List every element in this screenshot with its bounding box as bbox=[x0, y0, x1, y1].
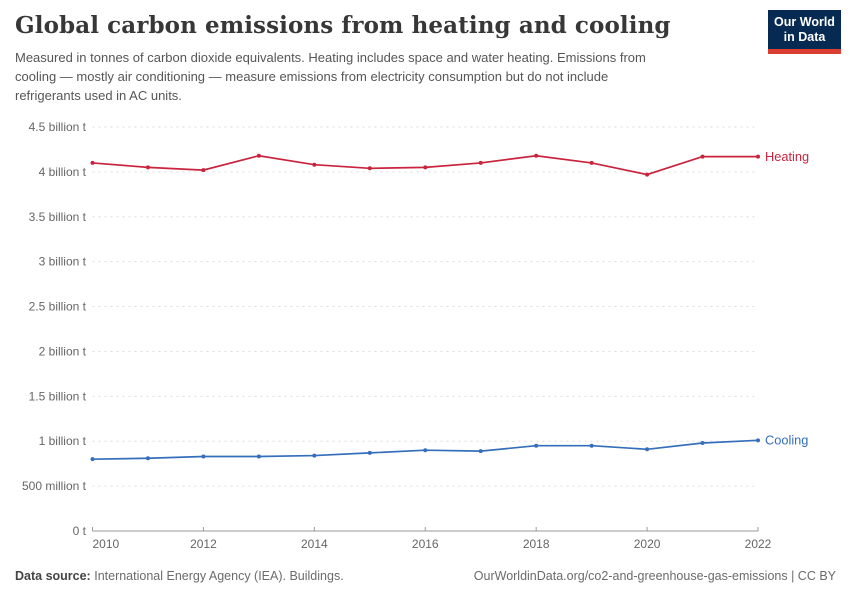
series-lines[interactable] bbox=[90, 153, 761, 462]
y-tick-label: 4.5 billion t bbox=[29, 120, 87, 134]
data-point[interactable] bbox=[201, 454, 206, 459]
data-point[interactable] bbox=[312, 162, 317, 167]
data-point[interactable] bbox=[90, 457, 95, 462]
x-tick-label: 2014 bbox=[301, 537, 328, 551]
x-axis: 2010 2012 2014 2016 2018 2020 2022 bbox=[92, 527, 772, 551]
chart-header: Global carbon emissions from heating and… bbox=[15, 12, 775, 105]
y-axis-labels: 0 t 500 million t 1 billion t 1.5 billion t… bbox=[22, 120, 87, 538]
data-point[interactable] bbox=[145, 165, 150, 170]
series-line-cooling[interactable] bbox=[90, 438, 761, 462]
y-tick-label: 0 t bbox=[73, 524, 87, 538]
data-point[interactable] bbox=[589, 160, 594, 165]
data-point[interactable] bbox=[589, 443, 594, 448]
x-tick-label: 2022 bbox=[745, 537, 772, 551]
data-point[interactable] bbox=[645, 447, 650, 452]
data-point[interactable] bbox=[90, 160, 95, 165]
data-point[interactable] bbox=[700, 154, 705, 159]
y-tick-label: 4 billion t bbox=[39, 165, 87, 179]
data-source-label: Data source: bbox=[15, 569, 91, 583]
data-source-value: International Energy Agency (IEA). Build… bbox=[94, 569, 344, 583]
data-point[interactable] bbox=[423, 448, 428, 453]
y-tick-label: 1 billion t bbox=[39, 434, 87, 448]
series-label-heating[interactable]: Heating bbox=[765, 149, 809, 164]
chart-subtitle: Measured in tonnes of carbon dioxide equ… bbox=[15, 50, 646, 103]
data-point[interactable] bbox=[145, 456, 150, 461]
y-tick-label: 2.5 billion t bbox=[29, 300, 87, 314]
chart-footer: Data source: International Energy Agency… bbox=[15, 569, 836, 583]
data-source: Data source: International Energy Agency… bbox=[15, 569, 344, 583]
series-label-cooling[interactable]: Cooling bbox=[765, 433, 808, 448]
data-point[interactable] bbox=[534, 153, 539, 158]
x-tick-label: 2010 bbox=[93, 537, 120, 551]
y-tick-label: 2 billion t bbox=[39, 344, 87, 358]
data-point[interactable] bbox=[256, 454, 261, 459]
series-line-heating[interactable] bbox=[90, 153, 761, 177]
gridlines bbox=[92, 126, 758, 487]
y-tick-label: 3 billion t bbox=[39, 255, 87, 269]
series-labels[interactable]: Heating Cooling bbox=[765, 149, 809, 448]
data-point[interactable] bbox=[645, 172, 650, 177]
x-tick-label: 2020 bbox=[634, 537, 661, 551]
data-point[interactable] bbox=[478, 449, 483, 454]
data-point[interactable] bbox=[700, 441, 705, 446]
owid-logo-line1: Our World bbox=[774, 15, 835, 29]
data-point[interactable] bbox=[201, 168, 206, 173]
chart-canvas[interactable]: 0 t 500 million t 1 billion t 1.5 billion t… bbox=[0, 115, 850, 565]
owid-logo-line2: in Data bbox=[783, 30, 826, 44]
owid-logo[interactable]: Our World in Data bbox=[768, 10, 841, 54]
data-point[interactable] bbox=[367, 450, 372, 455]
data-point[interactable] bbox=[534, 443, 539, 448]
data-point[interactable] bbox=[256, 153, 261, 158]
x-tick-label: 2012 bbox=[190, 537, 217, 551]
x-tick-label: 2016 bbox=[412, 537, 439, 551]
y-tick-label: 500 million t bbox=[22, 479, 87, 493]
attribution: OurWorldinData.org/co2-and-greenhouse-ga… bbox=[473, 569, 836, 583]
data-point[interactable] bbox=[312, 453, 317, 458]
line-path-heating[interactable] bbox=[92, 154, 759, 176]
x-tick-label: 2018 bbox=[523, 537, 550, 551]
y-tick-label: 3.5 billion t bbox=[29, 210, 87, 224]
y-tick-label: 1.5 billion t bbox=[29, 389, 87, 403]
data-point[interactable] bbox=[756, 154, 760, 159]
data-point[interactable] bbox=[423, 165, 428, 170]
data-point[interactable] bbox=[478, 160, 483, 165]
chart-title: Global carbon emissions from heating and… bbox=[15, 12, 671, 39]
data-point[interactable] bbox=[756, 438, 760, 443]
data-point[interactable] bbox=[367, 166, 372, 171]
